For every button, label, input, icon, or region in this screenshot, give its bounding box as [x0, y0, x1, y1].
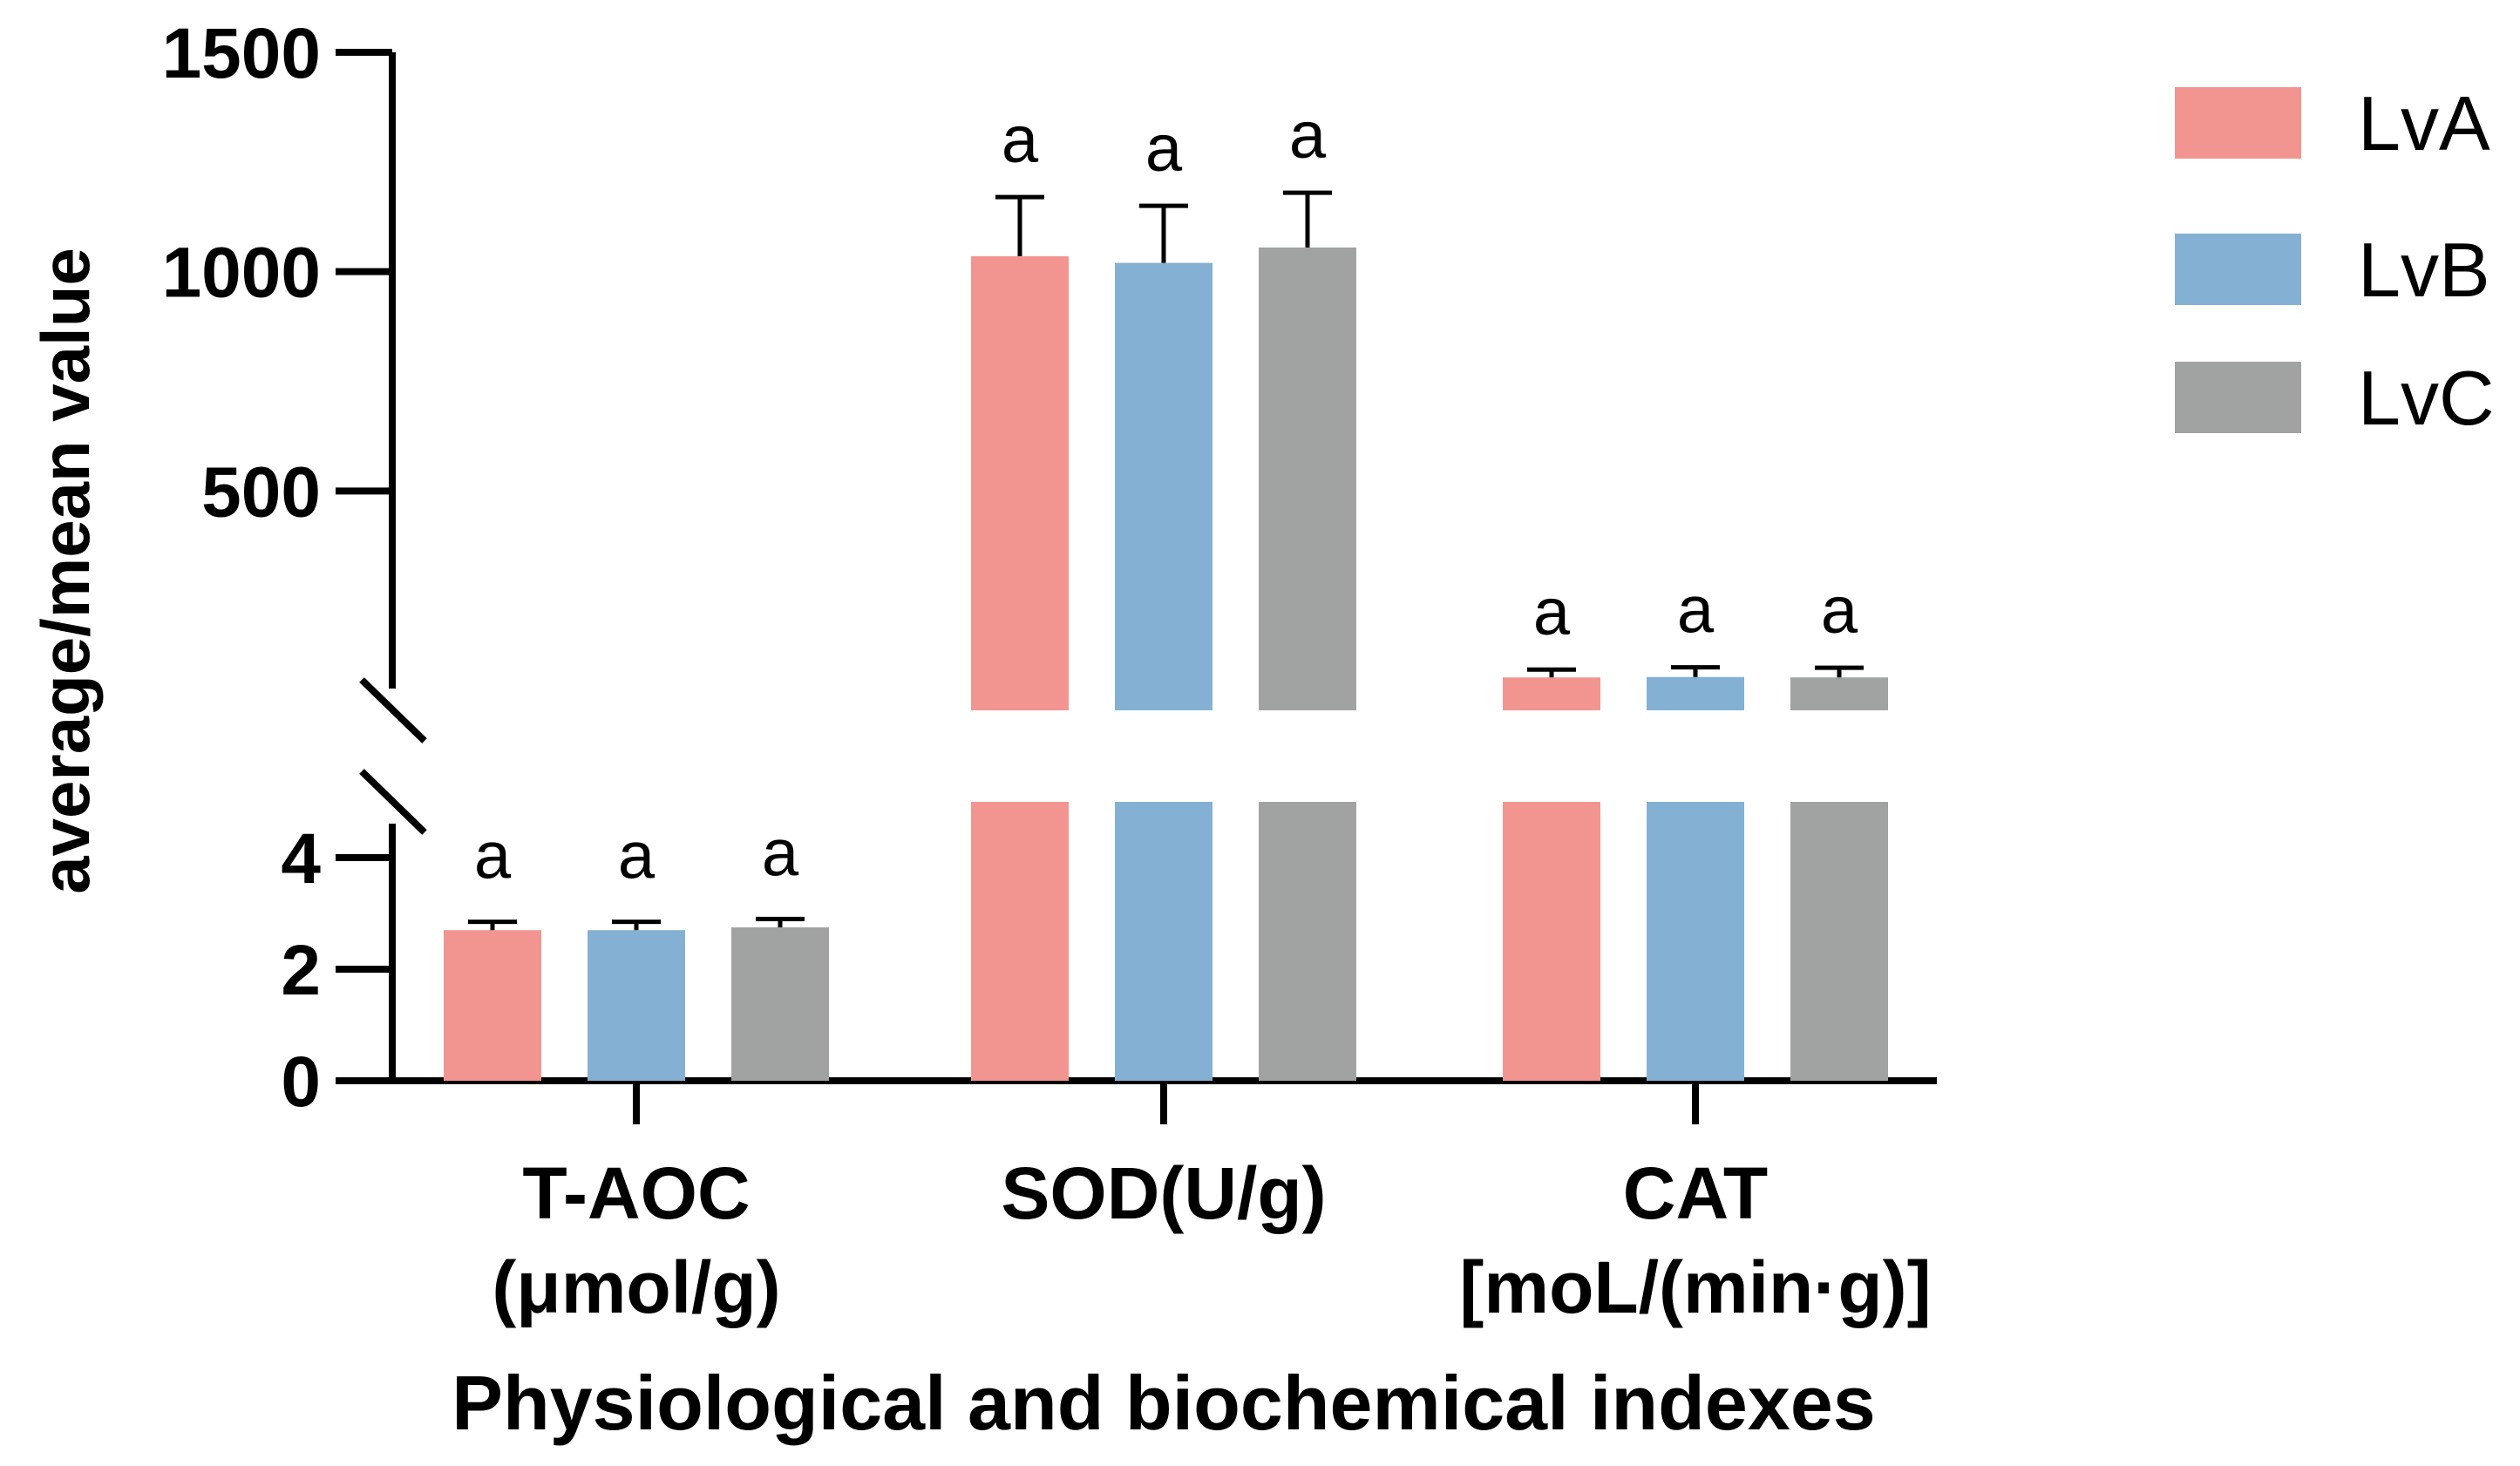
bar-lvc-lower — [1790, 802, 1888, 1081]
axis-break-mark-upper — [359, 677, 427, 743]
significance-letter: a — [1145, 112, 1183, 186]
bar-lvc — [1259, 247, 1356, 710]
bar-lvb — [1115, 262, 1212, 711]
significance-letter: a — [762, 816, 799, 890]
bar-lvc — [731, 927, 829, 1081]
x-axis-title: Physiological and biochemical indexes — [452, 1360, 1875, 1446]
category-label: [moL/(min·g)] — [1459, 1246, 1931, 1328]
bar-lva — [1503, 677, 1600, 710]
labels: 500 1000 1500 0 2 4 average/mean value T-AOC (μm… — [27, 14, 1932, 1446]
significance-letter: a — [1533, 575, 1571, 649]
bar-lvb — [1647, 676, 1744, 710]
category-label: CAT — [1623, 1152, 1768, 1234]
bars — [444, 190, 1888, 1081]
bar-lvb-lower — [1115, 802, 1212, 1081]
y-tick-label: 2 — [281, 931, 321, 1010]
bar-lvb — [588, 930, 685, 1081]
significance-letter: a — [1289, 98, 1327, 173]
significance-letter: a — [1677, 574, 1715, 648]
significance-letter: a — [618, 819, 655, 893]
y-tick-label: 0 — [281, 1042, 321, 1122]
y-tick-label: 1500 — [162, 14, 321, 93]
category-label: T-AOC — [522, 1152, 750, 1234]
y-tick-label: 500 — [201, 452, 321, 532]
legend-swatch-lvc — [2175, 362, 2301, 433]
y-axis-title: average/mean value — [27, 248, 104, 893]
significance-letter: a — [1821, 574, 1858, 648]
significance-letter: a — [1002, 103, 1039, 177]
bar-lva-lower — [1503, 802, 1600, 1081]
bar-lva-lower — [971, 802, 1069, 1081]
legend-swatch-lvb — [2175, 234, 2301, 305]
category-label: SOD(U/g) — [1001, 1152, 1326, 1234]
legend-label-lvc: LvC — [2358, 355, 2495, 441]
category-label: (μmol/g) — [492, 1246, 780, 1328]
legend-swatch-lva — [2175, 87, 2301, 159]
axis-break-mark-lower — [359, 769, 427, 835]
significance-letter: a — [474, 819, 512, 893]
legend: LvA LvB LvC — [2175, 80, 2495, 441]
bar-lvc-lower — [1259, 802, 1356, 1081]
bar-lvb-lower — [1647, 802, 1744, 1081]
y-tick-label: 4 — [281, 819, 321, 899]
legend-label-lva: LvA — [2358, 80, 2490, 166]
bar-lvc — [1790, 677, 1888, 710]
bar-lva — [444, 930, 541, 1081]
legend-label-lvb: LvB — [2358, 227, 2490, 313]
bar-lva — [971, 256, 1069, 710]
y-tick-label: 1000 — [162, 234, 321, 313]
